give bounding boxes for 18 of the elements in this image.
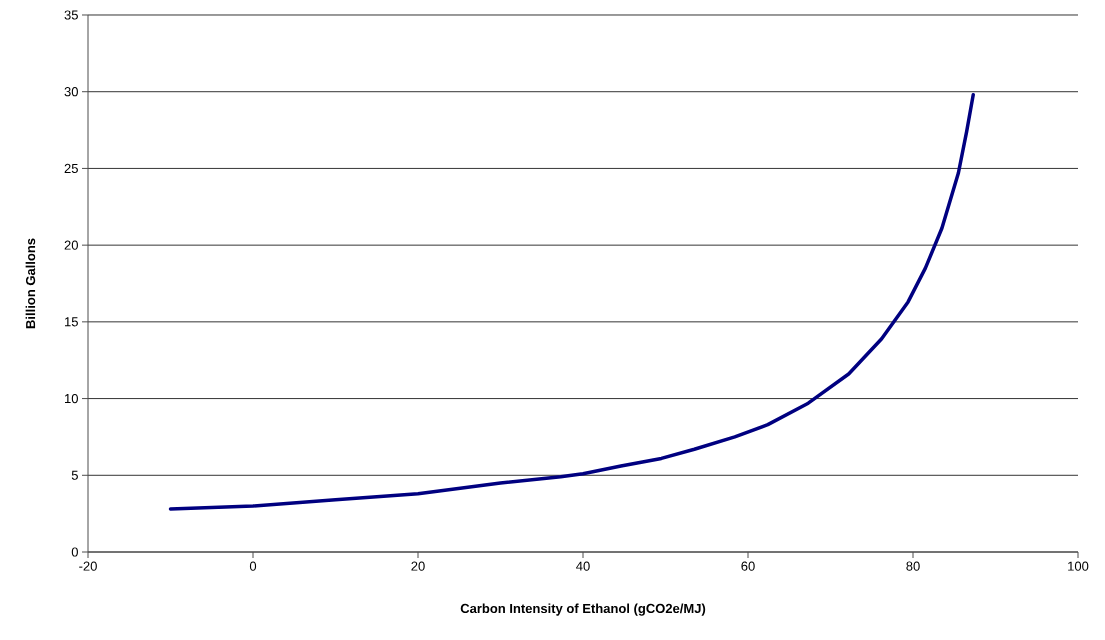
y-tick-label: 30 <box>64 87 78 97</box>
x-tick-label: -20 <box>79 561 97 571</box>
y-tick-label: 25 <box>64 163 78 174</box>
y-tick-label: 10 <box>65 393 78 404</box>
y-axis-title: Billion Gallons <box>25 238 36 329</box>
y-tick-label: 5 <box>71 470 78 480</box>
y-tick-label: 0 <box>71 547 78 557</box>
x-tick-label: 40 <box>576 561 590 571</box>
x-tick-label: 100 <box>1068 561 1089 571</box>
x-tick-label: 0 <box>249 561 257 571</box>
line-series <box>168 93 975 511</box>
y-tick-label: 35 <box>64 10 78 20</box>
x-tick-label: 80 <box>906 561 920 571</box>
y-tick-label: 15 <box>65 317 78 327</box>
x-tick-label: 20 <box>411 561 425 571</box>
x-tick-label: 60 <box>741 561 755 571</box>
y-tick-label: 20 <box>64 240 78 250</box>
x-axis-title: Carbon Intensity of Ethanol (gCO2e/MJ) <box>460 603 706 616</box>
